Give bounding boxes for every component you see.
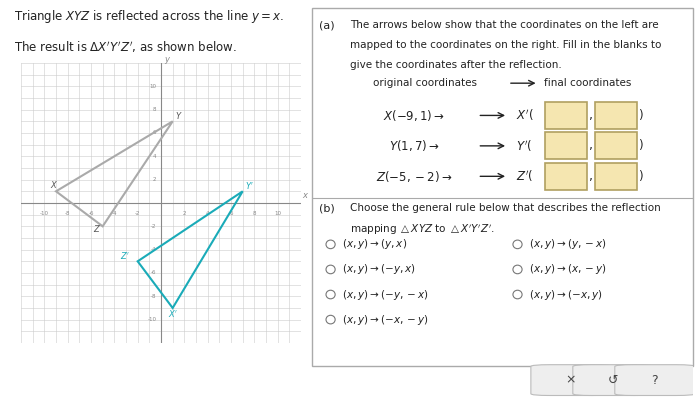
Text: $Z(-5, -2) \rightarrow$: $Z(-5, -2) \rightarrow$ — [377, 169, 453, 184]
Text: ×: × — [566, 374, 576, 386]
Text: $Y$: $Y$ — [175, 110, 183, 121]
Text: -8: -8 — [65, 211, 71, 216]
Text: ,: , — [589, 170, 593, 183]
Text: $X'$: $X'$ — [168, 308, 178, 319]
Text: $(x, y) \rightarrow (-y, -x)$: $(x, y) \rightarrow (-y, -x)$ — [342, 287, 428, 302]
Text: $y$: $y$ — [164, 55, 172, 66]
FancyBboxPatch shape — [545, 163, 587, 190]
Text: -2: -2 — [150, 224, 156, 229]
Text: $X'($: $X'($ — [516, 108, 533, 123]
Text: give the coordinates after the reflection.: give the coordinates after the reflectio… — [349, 60, 561, 70]
Text: $X$: $X$ — [50, 179, 58, 190]
FancyBboxPatch shape — [595, 102, 636, 129]
FancyBboxPatch shape — [615, 365, 695, 396]
Text: 10: 10 — [149, 84, 156, 89]
Text: $(x, y) \rightarrow (y, x)$: $(x, y) \rightarrow (y, x)$ — [342, 237, 407, 252]
FancyBboxPatch shape — [545, 102, 587, 129]
Text: 2: 2 — [153, 177, 156, 182]
Text: original coordinates: original coordinates — [372, 78, 477, 88]
Text: 8: 8 — [253, 211, 256, 216]
Text: (b): (b) — [319, 203, 335, 213]
FancyBboxPatch shape — [531, 365, 611, 396]
Text: $Z'($: $Z'($ — [516, 169, 533, 184]
Text: (a): (a) — [319, 20, 335, 31]
FancyBboxPatch shape — [573, 365, 653, 396]
Text: $Z'$: $Z'$ — [120, 250, 130, 261]
Text: 10: 10 — [274, 211, 281, 216]
Text: $Y'($: $Y'($ — [516, 138, 532, 154]
Text: The arrows below show that the coordinates on the left are: The arrows below show that the coordinat… — [349, 20, 658, 31]
Text: ,: , — [589, 109, 593, 122]
Text: -10: -10 — [147, 317, 156, 322]
Text: $(x, y) \rightarrow (y, -x)$: $(x, y) \rightarrow (y, -x)$ — [529, 237, 607, 252]
Text: ,: , — [589, 139, 593, 152]
Text: $Y(1, 7) \rightarrow$: $Y(1, 7) \rightarrow$ — [389, 139, 440, 153]
Text: 8: 8 — [153, 107, 156, 112]
Text: $(x, y) \rightarrow (-x, -y)$: $(x, y) \rightarrow (-x, -y)$ — [342, 312, 428, 327]
Text: $Y'$: $Y'$ — [245, 180, 254, 191]
Text: $x$: $x$ — [302, 191, 309, 200]
Text: -6: -6 — [88, 211, 94, 216]
FancyBboxPatch shape — [595, 132, 636, 160]
Text: -4: -4 — [111, 211, 117, 216]
Text: -2: -2 — [135, 211, 141, 216]
Text: ): ) — [638, 139, 643, 152]
Text: -6: -6 — [150, 271, 156, 275]
FancyBboxPatch shape — [595, 163, 636, 190]
Text: ): ) — [638, 109, 643, 122]
Text: Triangle $XYZ$ is reflected across the line $y=x$.: Triangle $XYZ$ is reflected across the l… — [14, 8, 284, 25]
Text: 6: 6 — [230, 211, 232, 216]
Text: $Z$: $Z$ — [93, 223, 102, 234]
Text: Choose the general rule below that describes the reflection: Choose the general rule below that descr… — [349, 203, 660, 213]
Text: mapped to the coordinates on the right. Fill in the blanks to: mapped to the coordinates on the right. … — [349, 40, 661, 50]
Text: mapping $\triangle XYZ$ to $\triangle X'Y'Z'$.: mapping $\triangle XYZ$ to $\triangle X'… — [349, 223, 494, 237]
Text: The result is $\Delta X'Y'Z'$, as shown below.: The result is $\Delta X'Y'Z'$, as shown … — [14, 40, 237, 55]
Text: final coordinates: final coordinates — [544, 78, 631, 88]
Text: 6: 6 — [153, 131, 156, 135]
Text: $(x, y) \rightarrow (-y, x)$: $(x, y) \rightarrow (-y, x)$ — [342, 262, 416, 277]
FancyBboxPatch shape — [312, 8, 693, 366]
Text: ): ) — [638, 170, 643, 183]
Text: 4: 4 — [153, 154, 156, 159]
Text: -10: -10 — [40, 211, 49, 216]
Text: ?: ? — [652, 374, 658, 386]
FancyBboxPatch shape — [545, 132, 587, 160]
Text: $X(-9, 1) \rightarrow$: $X(-9, 1) \rightarrow$ — [384, 108, 445, 123]
Text: 2: 2 — [183, 211, 186, 216]
Text: ↺: ↺ — [608, 374, 618, 386]
Text: -4: -4 — [150, 247, 156, 252]
Text: 4: 4 — [206, 211, 209, 216]
Text: $(x, y) \rightarrow (-x, y)$: $(x, y) \rightarrow (-x, y)$ — [529, 287, 603, 302]
Text: $(x, y) \rightarrow (x, -y)$: $(x, y) \rightarrow (x, -y)$ — [529, 262, 607, 277]
Text: -8: -8 — [150, 294, 156, 299]
